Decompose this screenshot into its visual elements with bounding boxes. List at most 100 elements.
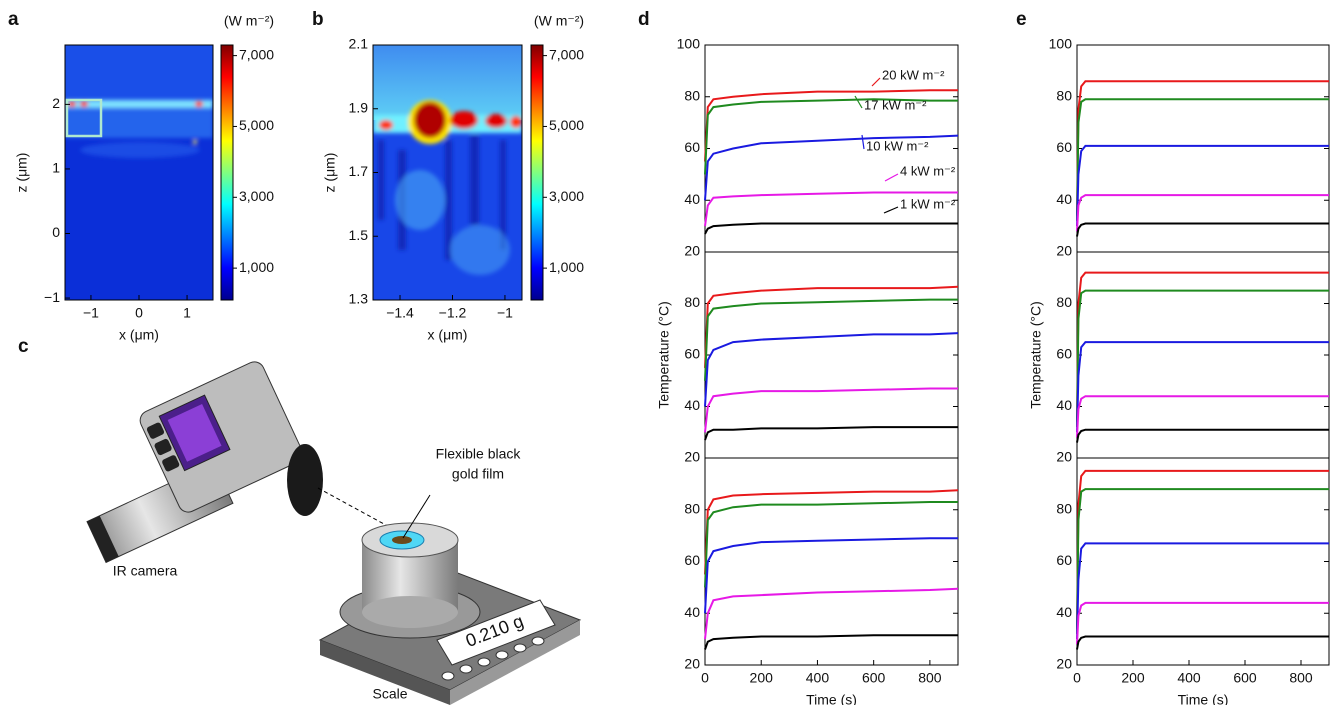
y-tick-label: 20 <box>684 243 700 259</box>
panel-label: c <box>18 336 29 357</box>
colorbar-tick-label: 5,000 <box>549 117 584 133</box>
label-arrow <box>871 77 881 87</box>
y-tick-label: 40 <box>1056 191 1072 207</box>
series-line <box>704 98 958 175</box>
series-line <box>1076 469 1329 629</box>
series-line <box>1076 488 1329 635</box>
y-tick-label: 80 <box>684 294 700 310</box>
y-tick-label: 60 <box>684 139 700 155</box>
series-line <box>704 634 958 650</box>
x-tick-label: −1.4 <box>386 305 414 321</box>
label-arrow <box>884 173 899 182</box>
series-line <box>704 501 958 588</box>
x-tick-label: 1 <box>183 305 191 321</box>
x-tick-label: 200 <box>1121 670 1145 686</box>
series-line <box>704 587 959 640</box>
y-tick-label: 1.9 <box>349 99 369 115</box>
x-tick-label: 400 <box>1177 670 1201 686</box>
film-label: gold film <box>452 466 504 482</box>
y-tick-label: 1.5 <box>349 227 369 243</box>
series-label: 10 kW m⁻² <box>866 138 929 153</box>
series-line <box>704 332 959 407</box>
x-tick-label: 600 <box>862 670 886 686</box>
series-line <box>1076 428 1329 443</box>
y-axis-label: Temperature (°C) <box>656 301 672 409</box>
plot-frame <box>1076 44 1330 253</box>
panel-label: b <box>312 9 324 30</box>
label-arrow <box>854 95 863 109</box>
series-line <box>1076 542 1329 640</box>
series-line <box>1076 194 1329 232</box>
x-axis-label: x (μm) <box>119 327 159 343</box>
y-axis-label: z (μm) <box>14 153 30 193</box>
colorbar-tick-label: 5,000 <box>239 117 274 133</box>
y-tick-label: 80 <box>1056 294 1072 310</box>
y-tick-label: 20 <box>1056 656 1072 672</box>
y-tick-label: 0 <box>52 224 60 240</box>
series-line <box>704 298 958 381</box>
x-tick-label: 800 <box>1289 670 1313 686</box>
series-line <box>1076 601 1329 645</box>
colorbar-tick-label: 1,000 <box>549 259 584 275</box>
setup-diagram: 0.210 g Flexible black gold film IR came… <box>86 361 582 705</box>
series-line <box>704 426 958 441</box>
series-line <box>1076 222 1329 237</box>
field-image <box>373 45 522 300</box>
series-line <box>704 387 958 433</box>
colorbar-label: (W m⁻²) <box>224 13 274 29</box>
colorbar-tick-label: 7,000 <box>549 46 584 62</box>
x-tick-label: 0 <box>135 305 143 321</box>
y-tick-label: 2 <box>52 95 60 111</box>
y-tick-label: 1.7 <box>349 163 369 179</box>
x-tick-label: 0 <box>1073 670 1081 686</box>
y-tick-label: 60 <box>684 346 700 362</box>
colorbar <box>220 44 234 301</box>
series-line <box>704 222 958 235</box>
y-tick-label: 40 <box>684 397 700 413</box>
y-tick-label: 2.1 <box>349 36 369 52</box>
colorbar-tick-label: 3,000 <box>549 188 584 204</box>
series-line <box>1076 289 1329 428</box>
label-arrow <box>883 206 899 214</box>
x-tick-label: −1.2 <box>439 305 467 321</box>
series-line <box>704 191 958 227</box>
colorbar-tick-label: 3,000 <box>239 188 274 204</box>
y-tick-label: 60 <box>684 552 700 568</box>
y-tick-label: 80 <box>1056 87 1072 103</box>
y-tick-label: 40 <box>1056 604 1072 620</box>
series-label: 17 kW m⁻² <box>864 97 927 112</box>
y-tick-label: 80 <box>684 500 700 516</box>
y-tick-label: 20 <box>1056 243 1072 259</box>
y-tick-label: 80 <box>1056 500 1072 516</box>
y-tick-label: 20 <box>1056 449 1072 465</box>
y-tick-label: 1.3 <box>349 291 369 307</box>
colorbar-tick-label: 7,000 <box>239 46 274 62</box>
colorbar <box>530 44 544 301</box>
y-tick-label: 40 <box>1056 397 1072 413</box>
y-tick-label: 60 <box>1056 139 1072 155</box>
series-line <box>704 285 959 368</box>
x-tick-label: −1 <box>497 305 513 321</box>
x-tick-label: 400 <box>806 670 830 686</box>
y-tick-label: 100 <box>677 36 701 52</box>
x-axis-label: Time (s) <box>806 692 857 705</box>
y-tick-label: 80 <box>684 87 700 103</box>
y-tick-label: 60 <box>1056 552 1072 568</box>
colorbar-tick-label: 1,000 <box>239 259 274 275</box>
series-label: 20 kW m⁻² <box>882 67 945 82</box>
series-line <box>1076 144 1329 227</box>
panel-label: d <box>638 9 650 30</box>
series-line <box>704 537 958 614</box>
series-label: 1 kW m⁻² <box>900 196 956 211</box>
x-tick-label: 600 <box>1233 670 1257 686</box>
colorbar-label: (W m⁻²) <box>534 13 584 29</box>
series-line <box>1076 271 1329 422</box>
series-line <box>704 489 959 575</box>
y-axis-label: Temperature (°C) <box>1028 301 1044 409</box>
x-axis-label: x (μm) <box>428 327 468 343</box>
panel-label: a <box>8 9 19 30</box>
x-tick-label: 800 <box>918 670 942 686</box>
x-tick-label: −1 <box>83 305 99 321</box>
x-tick-label: 0 <box>701 670 709 686</box>
